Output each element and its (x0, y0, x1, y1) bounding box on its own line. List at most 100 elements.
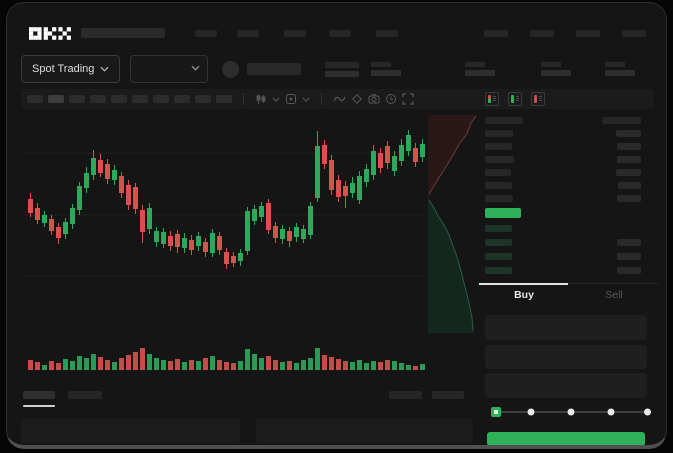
bottom-action-placeholder[interactable] (389, 391, 422, 399)
drawing-tools-icon[interactable] (351, 93, 363, 105)
timeframe-button-active[interactable] (48, 95, 64, 103)
amount-input[interactable] (485, 345, 647, 369)
candle-body (77, 186, 82, 210)
orderbook-ask-row[interactable] (485, 156, 641, 163)
orderbook-view-bids-icon[interactable] (508, 92, 522, 106)
candle-body (224, 252, 229, 264)
candle-body (133, 187, 138, 209)
candlestick-chart[interactable] (21, 111, 479, 379)
timeframe-button[interactable] (27, 95, 43, 103)
candle-body (322, 145, 327, 164)
trade-side-panel: Buy Sell (479, 111, 659, 445)
app-window: Spot Trading (6, 2, 667, 449)
timeframe-button[interactable] (153, 95, 169, 103)
candle-body (63, 222, 68, 234)
orderbook-view-split-icon[interactable] (485, 92, 499, 106)
screenshot-camera-icon[interactable] (368, 93, 380, 105)
tab-sell[interactable]: Sell (605, 289, 623, 301)
nav-item-placeholder[interactable] (195, 29, 217, 37)
orderbook-bid-row[interactable] (485, 267, 641, 274)
timeframe-button[interactable] (132, 95, 148, 103)
pair-selector-dropdown[interactable] (130, 55, 209, 83)
candle-body (315, 146, 320, 198)
orderbook-ask-row[interactable] (485, 195, 641, 202)
orderbook-bid-row[interactable] (485, 225, 641, 232)
pair-name-placeholder (247, 63, 302, 75)
bottom-action-placeholder[interactable] (432, 391, 464, 399)
bottom-tabs (21, 387, 473, 409)
candle-body (168, 236, 173, 246)
volume-bar (294, 363, 299, 370)
slider-stop-dot[interactable] (567, 408, 575, 416)
orderbook-mid-price-bar[interactable] (485, 208, 521, 218)
orderbook-bid-row[interactable] (485, 253, 641, 260)
amount-bar-placeholder (617, 239, 641, 246)
orderbook-ask-row[interactable] (485, 143, 641, 150)
total-input[interactable] (485, 373, 647, 398)
volume-bar (70, 361, 75, 370)
candle-body (238, 253, 243, 261)
chevron-down-icon[interactable] (302, 97, 310, 102)
candle-body (56, 227, 61, 238)
orderbook-bids (479, 225, 659, 274)
slider-stop-dot[interactable] (644, 408, 651, 416)
slider-handle[interactable] (491, 407, 501, 417)
buy-submit-button[interactable] (487, 432, 645, 445)
volume-bar (252, 354, 257, 370)
market-type-selector[interactable]: Spot Trading (21, 55, 121, 83)
chevron-down-icon[interactable] (272, 97, 280, 102)
orderbook-ask-row[interactable] (485, 130, 641, 137)
header-action-placeholder[interactable] (622, 29, 646, 37)
volume-bar (63, 359, 68, 370)
candle-body (147, 208, 152, 229)
volume-bar (273, 360, 278, 370)
volume-bar (378, 362, 383, 370)
header-action-placeholder[interactable] (484, 29, 508, 37)
nav-item-placeholder[interactable] (329, 29, 351, 37)
orderbook-amount-header-placeholder (602, 117, 641, 124)
nav-item-placeholder[interactable] (376, 29, 398, 37)
fullscreen-icon[interactable] (402, 93, 414, 105)
nav-item-placeholder[interactable] (237, 29, 259, 37)
header-action-placeholder[interactable] (576, 29, 600, 37)
indicators-icon[interactable] (333, 94, 346, 104)
price-chart-panel[interactable] (21, 111, 479, 379)
volume-bar (357, 360, 362, 370)
stat-change (371, 62, 402, 76)
slider-stop-dot[interactable] (527, 408, 535, 416)
orderbook-bid-row[interactable] (485, 239, 641, 246)
timeframe-button[interactable] (111, 95, 127, 103)
bottom-tab-active-placeholder[interactable] (23, 391, 55, 399)
timeframe-button[interactable] (90, 95, 106, 103)
candle-body (301, 229, 306, 239)
slider-stop-dot[interactable] (607, 408, 615, 416)
timeframe-button[interactable] (216, 95, 232, 103)
market-ticker-placeholder[interactable] (81, 28, 165, 38)
orderbook-ask-row[interactable] (485, 169, 641, 176)
amount-slider[interactable] (491, 406, 651, 418)
interval-settings-icon[interactable] (285, 93, 297, 105)
timeframe-button[interactable] (69, 95, 85, 103)
orderbook-ask-row[interactable] (485, 182, 641, 189)
candle-body (154, 231, 159, 242)
tab-buy[interactable]: Buy (514, 289, 534, 301)
volume-bar (182, 362, 187, 370)
orderbook-view-asks-icon[interactable] (531, 92, 545, 106)
candle-body (266, 203, 271, 230)
chart-type-candles-icon[interactable] (255, 93, 267, 105)
history-clock-icon[interactable] (385, 93, 397, 105)
candle-body (140, 210, 145, 232)
chevron-down-icon (191, 65, 200, 71)
price-bar-placeholder (485, 130, 513, 137)
header-action-placeholder[interactable] (530, 29, 554, 37)
timeframe-button[interactable] (174, 95, 190, 103)
candle-body (196, 236, 201, 246)
volume-bar (42, 365, 47, 370)
volume-bar (147, 354, 152, 370)
price-input[interactable] (485, 315, 647, 340)
nav-item-placeholder[interactable] (284, 29, 306, 37)
bottom-tab-placeholder[interactable] (68, 391, 102, 399)
timeframe-button[interactable] (195, 95, 211, 103)
volume-bar (98, 357, 103, 370)
toolbar-divider (243, 93, 244, 105)
